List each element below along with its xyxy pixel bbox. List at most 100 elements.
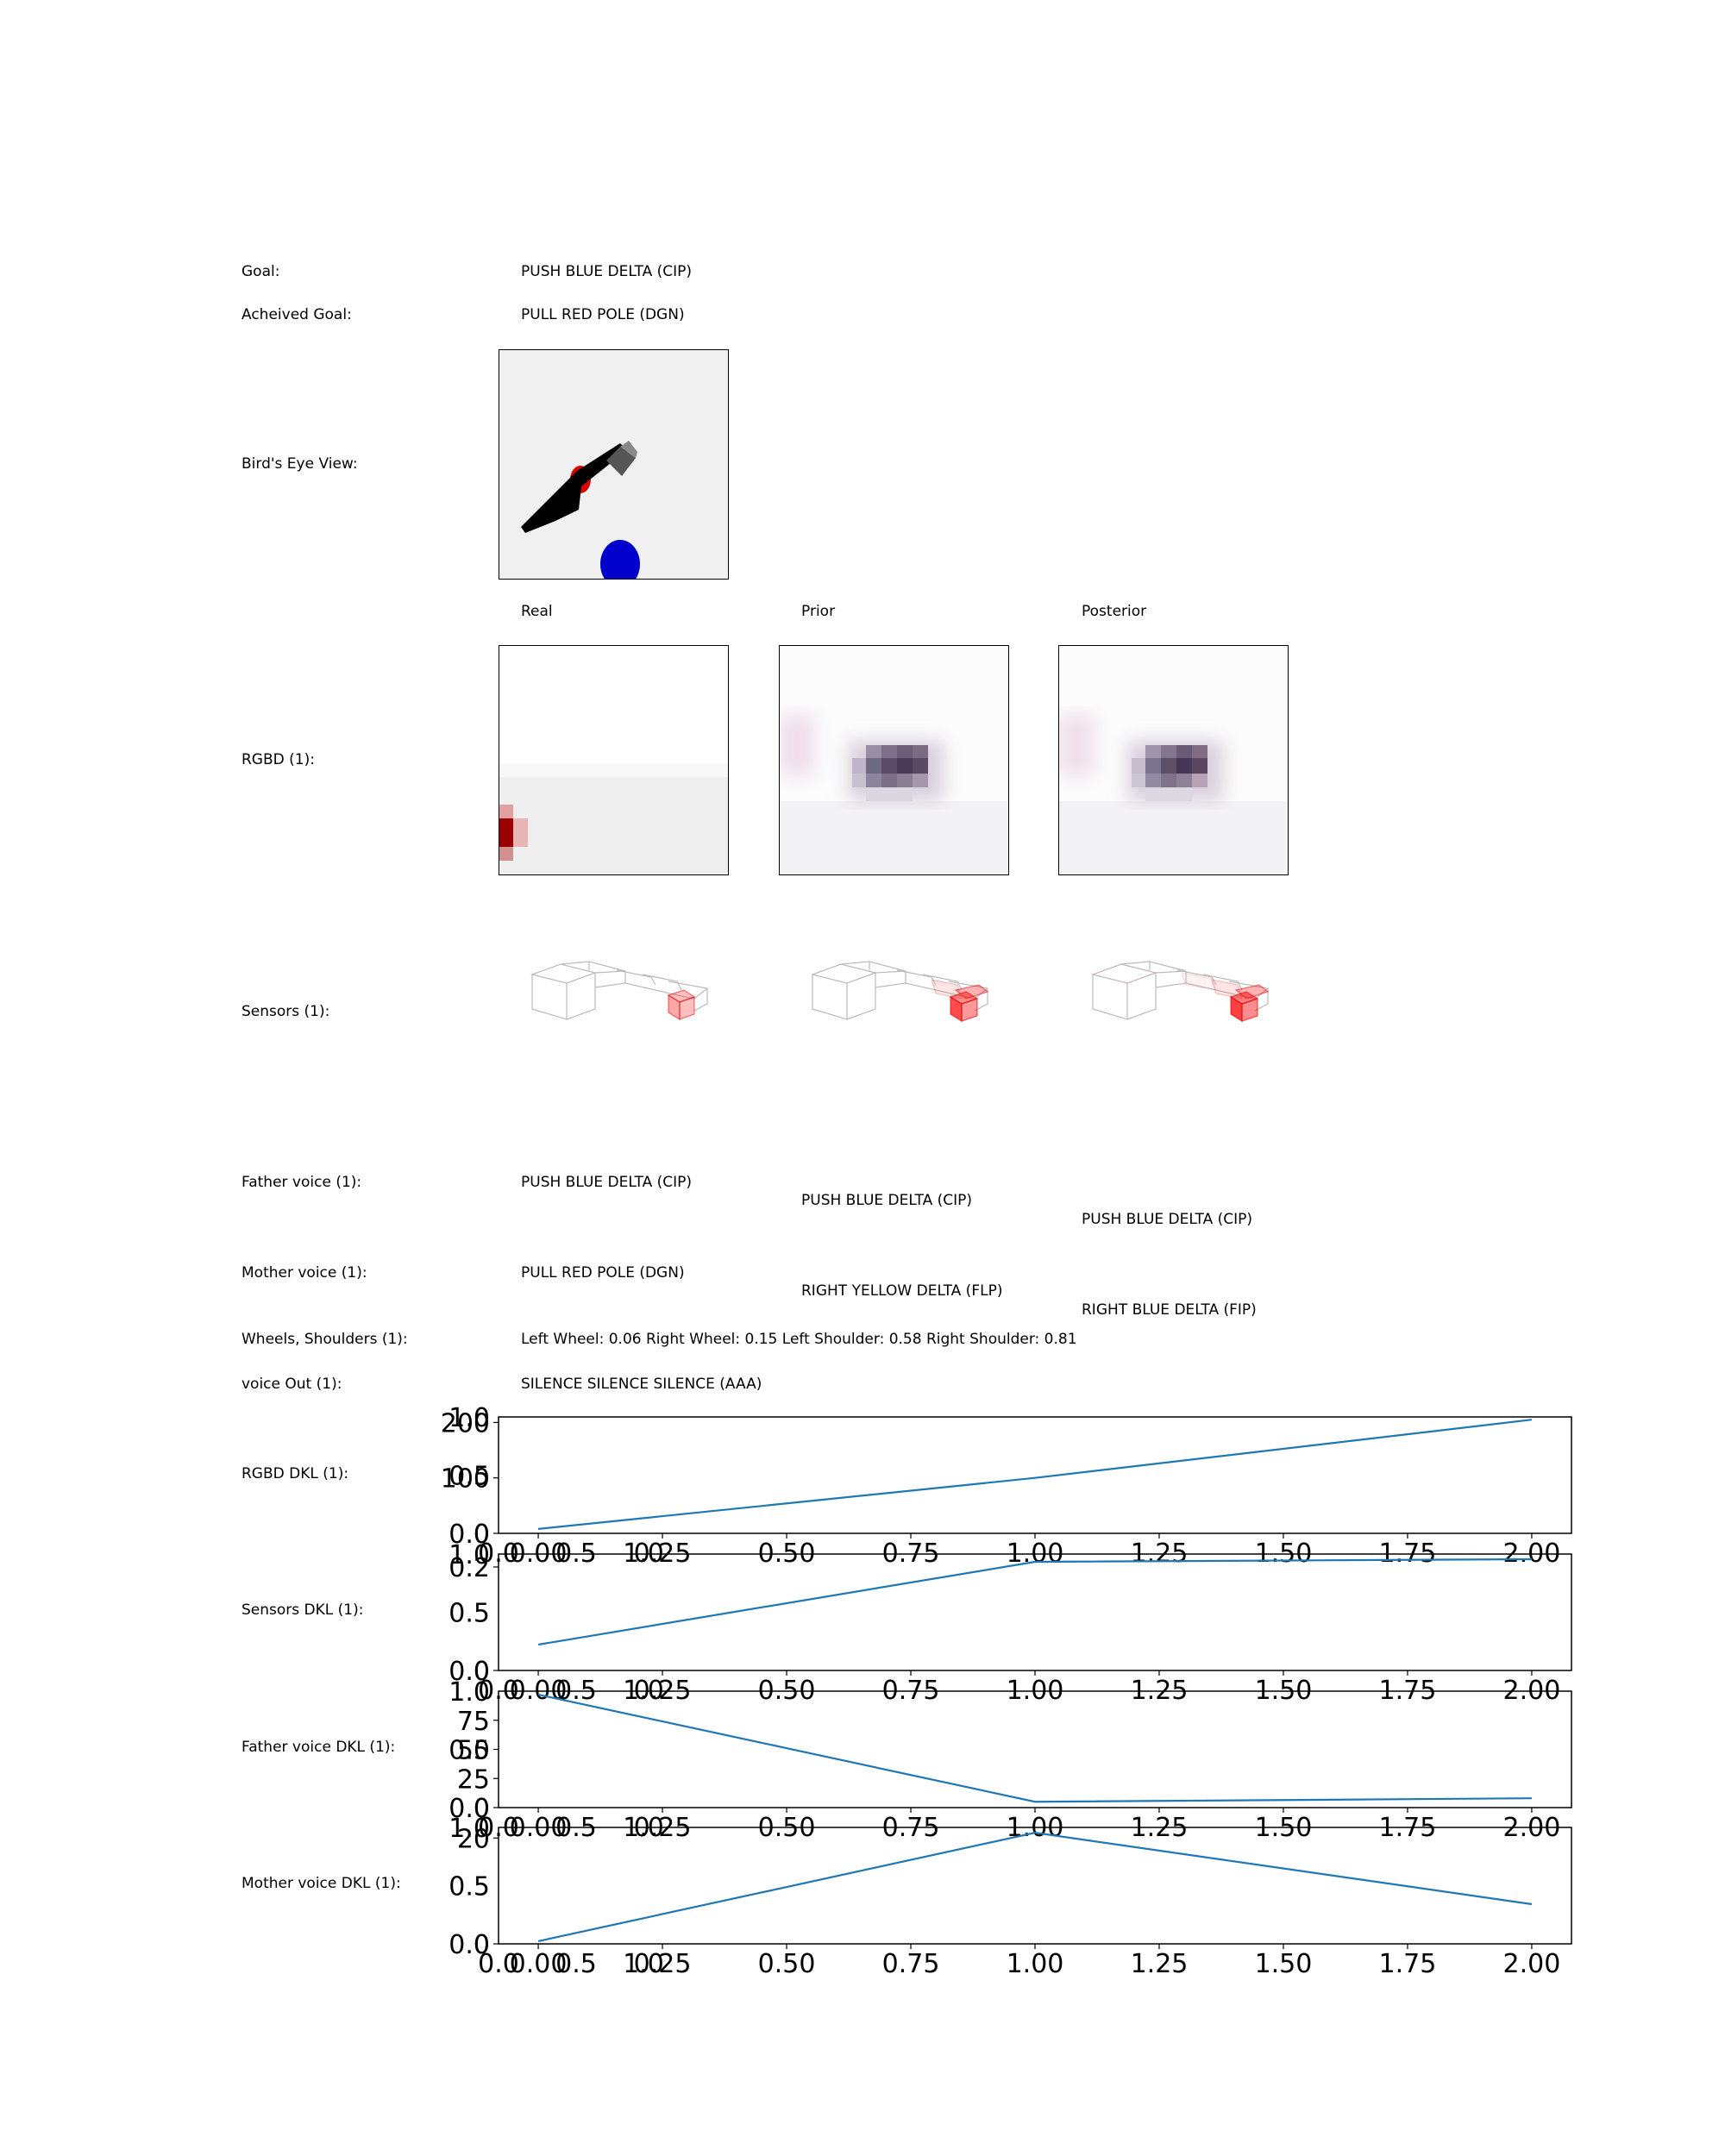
y-tick-label: 0	[474, 1520, 490, 1550]
x-tick-label: 1.50	[1255, 1949, 1313, 1979]
overlay-y-tick-label: 0.0	[448, 1794, 490, 1824]
series-line	[537, 1557, 1532, 1646]
mother-voice-posterior: RIGHT BLUE DELTA (FIP)	[1082, 1301, 1257, 1319]
x-tick-label: 1.75	[1379, 1676, 1437, 1706]
overlay-x-tick-label: 0.0	[478, 1949, 519, 1979]
x-tick-label: 0.25	[634, 1949, 692, 1979]
overlay-y-tick-label: 0.5	[448, 1599, 490, 1629]
sensors-label: Sensors (1):	[242, 1003, 330, 1020]
x-tick-label: 0.50	[758, 1949, 816, 1979]
wheels-shoulders-value: Left Wheel: 0.06 Right Wheel: 0.15 Left …	[521, 1331, 1077, 1348]
series-line	[537, 1419, 1533, 1530]
sensors-dkl-label: Sensors DKL (1):	[242, 1601, 364, 1619]
overlay-y-tick-label: 0.0	[448, 1930, 490, 1960]
dkl-frame-0	[498, 1416, 1572, 1534]
y-tick-label: 0.2	[448, 1553, 490, 1583]
goal-label: Goal:	[242, 263, 280, 280]
father-voice-prior: PUSH BLUE DELTA (CIP)	[801, 1192, 973, 1209]
x-tick-label: 2.00	[1503, 1539, 1561, 1569]
y-tick-label: 20	[457, 1824, 490, 1854]
dkl-frame-1	[498, 1553, 1572, 1671]
x-tick-label: 0.50	[758, 1676, 816, 1706]
overlay-x-tick-label: 0.0	[478, 1539, 519, 1569]
x-tick-label: 0.25	[634, 1813, 692, 1843]
overlay-y-tick-label: 1.0	[448, 1540, 490, 1570]
y-tick-label: 0	[474, 1657, 490, 1687]
y-tick-label: 0	[474, 1794, 490, 1824]
x-tick-label: 0.00	[510, 1676, 568, 1706]
x-tick-label: 0.00	[510, 1949, 568, 1979]
series-line	[537, 1832, 1533, 1943]
dkl-frame-2	[498, 1690, 1572, 1808]
x-tick-label: 1.50	[1255, 1813, 1313, 1843]
mother-voice-real: PULL RED POLE (DGN)	[521, 1264, 685, 1282]
x-tick-label: 0.25	[634, 1676, 692, 1706]
overlay-x-tick-label: 0.0	[478, 1813, 519, 1843]
rgbd-prior-image	[779, 645, 1009, 875]
x-tick-label: 1.25	[1131, 1539, 1189, 1569]
overlay-x-tick-label: 0.0	[478, 1676, 519, 1706]
y-tick-label: 0	[474, 1930, 490, 1960]
column-real: Real	[521, 603, 553, 620]
column-prior: Prior	[801, 603, 836, 620]
father-voice-label: Father voice (1):	[242, 1174, 362, 1191]
robot-head	[606, 447, 636, 476]
overlay-y-tick-label: 1.0	[448, 1814, 490, 1844]
dkl-frame-3	[498, 1827, 1572, 1945]
rgbd-posterior-image	[1058, 645, 1289, 875]
x-tick-label: 0.75	[882, 1949, 940, 1979]
mother-voice-label: Mother voice (1):	[242, 1264, 367, 1282]
achieved-goal-value: PULL RED POLE (DGN)	[521, 306, 685, 323]
overlay-x-tick-label: 1.0	[623, 1949, 664, 1979]
x-tick-label: 1.25	[1131, 1949, 1189, 1979]
x-tick-label: 1.00	[1007, 1676, 1064, 1706]
voice-out-value: SILENCE SILENCE SILENCE (AAA)	[521, 1376, 762, 1393]
overlay-x-tick-label: 0.5	[555, 1539, 597, 1569]
x-tick-label: 2.00	[1503, 1676, 1561, 1706]
blue-object	[600, 540, 640, 579]
y-tick-label: 200	[441, 1408, 490, 1438]
voice-out-label: voice Out (1):	[242, 1376, 342, 1393]
overlay-x-tick-label: 1.0	[623, 1813, 664, 1843]
father-dkl-label: Father voice DKL (1):	[242, 1739, 396, 1756]
sensors-posterior-view	[1082, 949, 1281, 1061]
x-tick-label: 0.75	[882, 1539, 940, 1569]
overlay-y-tick-label: 1.0	[448, 1403, 490, 1433]
overlay-x-tick-label: 0.5	[555, 1676, 597, 1706]
overlay-y-tick-label: 0.5	[448, 1872, 490, 1902]
x-tick-label: 1.25	[1131, 1813, 1189, 1843]
x-tick-label: 0.00	[510, 1813, 568, 1843]
mother-dkl-label: Mother voice DKL (1):	[242, 1875, 401, 1892]
x-tick-label: 2.00	[1503, 1949, 1561, 1979]
x-tick-label: 2.00	[1503, 1813, 1561, 1843]
x-tick-label: 1.25	[1131, 1676, 1189, 1706]
y-tick-label: 25	[457, 1764, 490, 1795]
mother-voice-prior: RIGHT YELLOW DELTA (FLP)	[801, 1282, 1003, 1300]
father-voice-real: PUSH BLUE DELTA (CIP)	[521, 1174, 693, 1191]
overlay-x-tick-label: 0.5	[555, 1813, 597, 1843]
robot-body	[521, 443, 627, 533]
x-tick-label: 1.50	[1255, 1676, 1313, 1706]
birds-eye-label: Bird's Eye View:	[242, 455, 358, 473]
father-voice-posterior: PUSH BLUE DELTA (CIP)	[1082, 1211, 1253, 1228]
robot-head-top	[620, 441, 637, 458]
x-tick-label: 1.00	[1007, 1949, 1064, 1979]
x-tick-label: 1.00	[1007, 1813, 1064, 1843]
rgbd-dkl-label: RGBD DKL (1):	[242, 1465, 349, 1482]
x-tick-label: 0.25	[634, 1539, 692, 1569]
x-tick-label: 1.50	[1255, 1539, 1313, 1569]
overlay-x-tick-label: 0.5	[555, 1949, 597, 1979]
series-line	[537, 1693, 1532, 1803]
sensors-real-view	[522, 949, 720, 1061]
birds-eye-view	[499, 349, 729, 580]
x-tick-label: 0.50	[758, 1813, 816, 1843]
overlay-y-tick-label: 0.0	[448, 1657, 490, 1687]
x-tick-label: 1.75	[1379, 1949, 1437, 1979]
y-tick-label: 75	[457, 1707, 490, 1737]
overlay-y-tick-label: 0.5	[448, 1462, 490, 1492]
x-tick-label: 1.75	[1379, 1539, 1437, 1569]
achieved-goal-label: Acheived Goal:	[242, 306, 352, 323]
overlay-y-tick-label: 0.5	[448, 1736, 490, 1766]
wheels-shoulders-label: Wheels, Shoulders (1):	[242, 1331, 408, 1348]
